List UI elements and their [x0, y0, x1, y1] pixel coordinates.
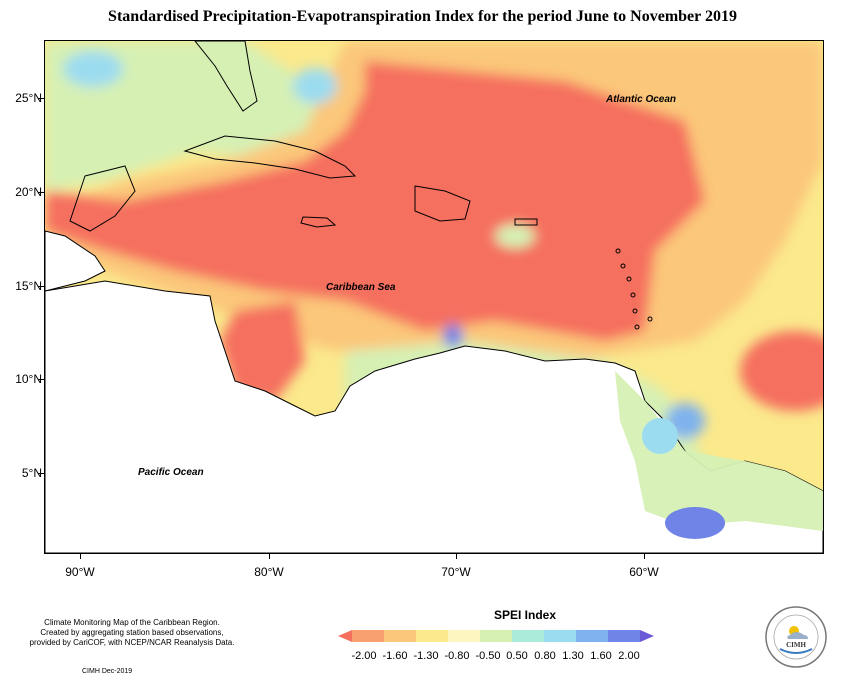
legend-tick: 1.30: [562, 650, 584, 662]
lon-label: 90°W: [65, 565, 95, 579]
map-title: Standardised Precipitation-Evapotranspir…: [108, 8, 737, 25]
legend-swatch: [512, 630, 545, 642]
legend-tick: -1.30: [413, 650, 439, 662]
lat-label: 25°N: [15, 91, 42, 105]
legend-swatch: [576, 630, 609, 642]
legend-swatch: [480, 630, 513, 642]
lon-label: 60°W: [629, 565, 659, 579]
legend-swatch: [608, 630, 641, 642]
lat-tick: [38, 286, 44, 287]
legend-swatch: [640, 630, 654, 642]
lon-label: 70°W: [441, 565, 471, 579]
lat-tick: [38, 98, 44, 99]
legend-colorbar: [338, 630, 654, 642]
legend-swatch: [544, 630, 577, 642]
legend-tick: -0.50: [475, 650, 501, 662]
cimh-logo: CIMH: [765, 606, 827, 668]
legend-tick: 1.60: [590, 650, 612, 662]
legend-swatch: [448, 630, 481, 642]
legend-labels: -2.00 -1.60 -1.30 -0.80 -0.50 0.50 0.80 …: [340, 650, 640, 664]
atlantic-ocean-label: Atlantic Ocean: [606, 94, 677, 105]
lon-label: 80°W: [254, 565, 284, 579]
lat-tick: [38, 379, 44, 380]
lat-tick: [38, 192, 44, 193]
legend-tick: 0.80: [534, 650, 556, 662]
legend-swatch: [338, 630, 352, 642]
caribbean-sea-label: Caribbean Sea: [326, 282, 396, 293]
spei-field: [45, 41, 823, 553]
lat-label: 5°N: [21, 466, 42, 480]
legend-tick: -0.80: [444, 650, 470, 662]
logo-acronym: CIMH: [786, 641, 806, 649]
legend-tick: 0.50: [506, 650, 528, 662]
credit-line: provided by CariCOF, with NCEP/NCAR Rean…: [29, 638, 235, 647]
credit-line: Climate Monitoring Map of the Caribbean …: [44, 618, 220, 627]
legend-tick: -2.00: [351, 650, 377, 662]
lon-tick: [80, 553, 81, 559]
lat-label: 20°N: [15, 185, 42, 199]
lat-tick: [38, 473, 44, 474]
lon-tick: [456, 553, 457, 559]
credit-line: Created by aggregating station based obs…: [40, 628, 224, 637]
lat-label: 10°N: [15, 372, 42, 386]
legend-swatch: [384, 630, 417, 642]
lon-tick: [644, 553, 645, 559]
pacific-ocean-label: Pacific Ocean: [138, 467, 204, 478]
legend-tick: -1.60: [382, 650, 408, 662]
lon-tick: [269, 553, 270, 559]
credit-date: CIMH Dec-2019: [82, 668, 133, 675]
legend-swatch: [352, 630, 385, 642]
lat-label: 15°N: [15, 279, 42, 293]
spei-map: [44, 40, 824, 554]
legend-tick: 2.00: [618, 650, 640, 662]
legend-swatch: [416, 630, 449, 642]
credit-text: Climate Monitoring Map of the Caribbean …: [12, 618, 252, 648]
legend-title: SPEI Index: [493, 608, 557, 622]
